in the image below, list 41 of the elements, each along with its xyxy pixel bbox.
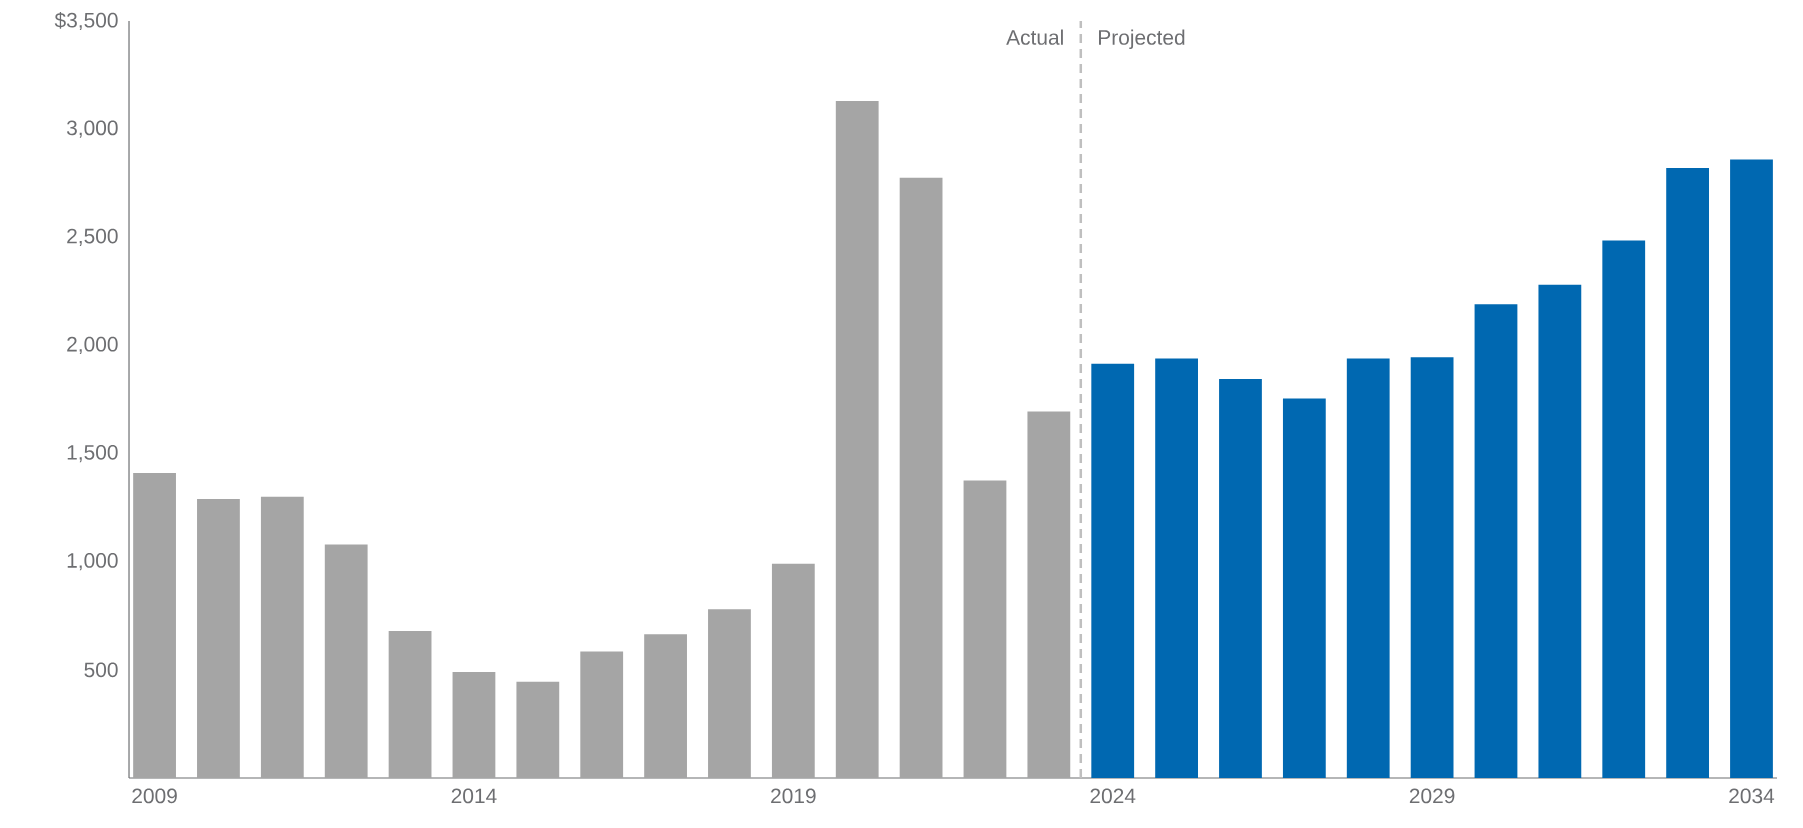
bar xyxy=(1027,411,1071,778)
bar xyxy=(899,177,943,778)
bar xyxy=(1091,363,1135,778)
bar xyxy=(516,681,560,778)
bar xyxy=(708,609,751,778)
y-tick-label: 500 xyxy=(84,662,118,678)
bar xyxy=(324,544,368,778)
bar xyxy=(1282,398,1326,778)
y-tick-label: 2,000 xyxy=(67,336,118,355)
x-tick-label: 2029 xyxy=(1409,788,1455,804)
bar xyxy=(1730,159,1773,778)
y-tick-label: 1,000 xyxy=(67,553,118,571)
bar xyxy=(963,480,1007,778)
x-tick-label: 2034 xyxy=(1729,788,1775,804)
bar xyxy=(1666,168,1710,778)
y-tick-label: 1,500 xyxy=(67,444,118,463)
y-tick-label: $3,500 xyxy=(54,11,118,31)
bar xyxy=(260,496,304,778)
bar xyxy=(771,563,815,778)
bar xyxy=(1602,240,1646,778)
bar xyxy=(835,101,879,778)
annotation: Projected xyxy=(1099,29,1185,49)
y-tick-label: 2,500 xyxy=(67,228,118,246)
annotation: Actual xyxy=(1006,29,1063,45)
x-tick-label: 2014 xyxy=(451,788,497,804)
bar xyxy=(1410,357,1454,778)
bar xyxy=(452,672,496,778)
bar xyxy=(1474,304,1518,778)
bar xyxy=(1346,358,1390,778)
bar xyxy=(644,634,687,778)
x-tick-label: 2009 xyxy=(132,788,177,804)
bar xyxy=(1219,378,1262,778)
y-tick-label: 3,000 xyxy=(66,120,118,138)
x-tick-label: 2019 xyxy=(771,788,816,804)
bar xyxy=(388,630,432,778)
bar xyxy=(197,498,240,778)
bar xyxy=(1155,358,1198,778)
bar xyxy=(133,473,176,778)
bar xyxy=(580,651,624,778)
bar xyxy=(1538,284,1582,778)
x-tick-label: 2024 xyxy=(1090,788,1136,804)
